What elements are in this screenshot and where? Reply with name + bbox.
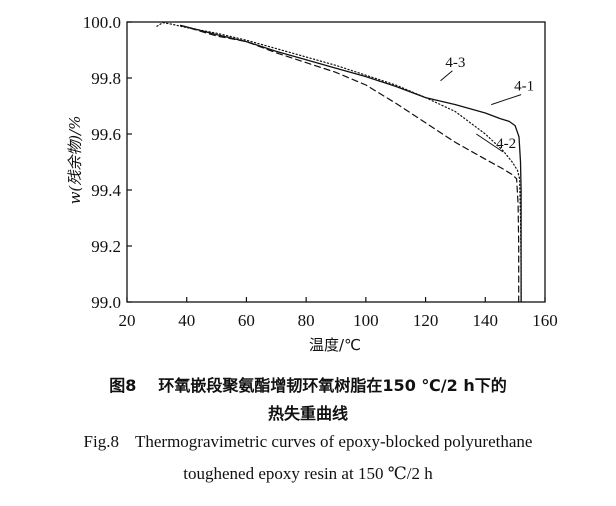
x-axis-label: 温度/℃ — [309, 336, 361, 354]
caption-cn-title-1: 环氧嵌段聚氨酯增韧环氧树脂在150 ℃/2 h下的 — [158, 376, 507, 395]
y-axis-label: w(残余物)/% — [66, 116, 84, 205]
y-tick-label: 99.6 — [91, 125, 121, 144]
x-tick-label: 60 — [238, 311, 255, 330]
x-tick-label: 160 — [532, 311, 558, 330]
caption-cn-label: 图8 — [109, 376, 137, 395]
plot-frame — [126, 21, 546, 303]
caption-en-label: Fig.8 — [83, 432, 119, 451]
y-tick-label: 100.0 — [83, 13, 121, 32]
series-label-4-3: 4-3 — [445, 55, 465, 71]
y-tick-label: 99.0 — [91, 293, 121, 312]
annotation-layer: 4-3 4-1 4-2 — [440, 55, 534, 153]
series-line-4-3 — [156, 22, 522, 303]
tga-chart: 20 40 60 80 100 120 140 160 99.0 99.2 99.4 99.6 99.8… — [66, 13, 558, 354]
x-tick-label: 40 — [178, 311, 195, 330]
series-line-4-2 — [180, 24, 520, 303]
plot-area: 20 40 60 80 100 120 140 160 99.0 99.2 99.4 99.6 99.8… — [83, 13, 558, 330]
x-tick-label: 100 — [353, 311, 379, 330]
caption-en-line-1: Fig.8 Thermogravimetric curves of epoxy-b… — [0, 432, 616, 452]
caption-en-title-1: Thermogravimetric curves of epoxy-blocke… — [134, 432, 533, 451]
series-label-4-2: 4-2 — [496, 136, 516, 152]
series-layer — [156, 22, 522, 303]
caption-cn-line-1: 图8 环氧嵌段聚氨酯增韧环氧树脂在150 ℃/2 h下的 — [0, 372, 616, 396]
x-tick-label: 20 — [119, 311, 136, 330]
series-label-4-1: 4-1 — [514, 79, 534, 95]
caption-en-title-2: toughened epoxy resin at 150 ℃/2 h — [183, 464, 433, 483]
label-leader-line — [440, 70, 453, 82]
label-leader-line — [476, 133, 504, 153]
caption-cn-line-2: 热失重曲线 — [0, 400, 616, 424]
y-tick-label: 99.8 — [91, 69, 121, 88]
y-tick-label: 99.4 — [91, 181, 121, 200]
label-leader-line — [491, 94, 522, 106]
caption-en-line-2: toughened epoxy resin at 150 ℃/2 h — [0, 464, 616, 484]
y-tick-label: 99.2 — [91, 237, 121, 256]
x-tick-label: 120 — [413, 311, 439, 330]
x-tick-label: 80 — [298, 311, 315, 330]
x-tick-label: 140 — [473, 311, 499, 330]
series-line-4-1 — [180, 24, 522, 303]
caption-cn-title-2: 热失重曲线 — [267, 404, 348, 423]
